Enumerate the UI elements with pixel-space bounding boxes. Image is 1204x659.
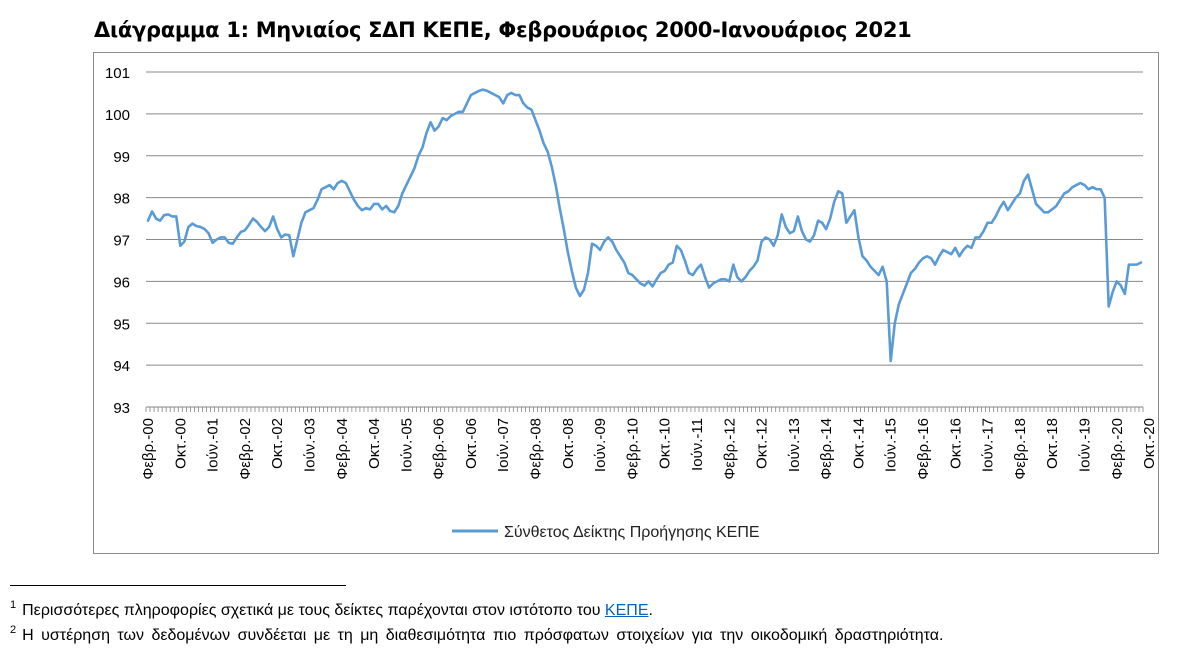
x-tick-label: Οκτ.-20 [1141, 418, 1158, 469]
chart-frame [93, 52, 1159, 554]
footnote-1: 1 Περισσότερες πληροφορίες σχετικά με του… [10, 599, 653, 620]
legend-label: Σύνθετος Δείκτης Προήγησης ΚΕΠΕ [504, 524, 760, 541]
x-tick-label: Οκτ.-04 [366, 418, 383, 469]
footnote-1-mark: 1 [10, 599, 17, 611]
x-tick-label: Οκτ.-12 [754, 418, 771, 469]
footnote-1-text: Περισσότερες πληροφορίες σχετικά με τους… [22, 602, 605, 619]
x-tick-label: Φεβρ.-06 [431, 418, 448, 480]
x-tick-label: Φεβρ.-00 [140, 418, 157, 480]
y-tick-label: 101 [105, 65, 130, 82]
x-tick-label: Οκτ.-18 [1044, 418, 1061, 469]
x-tick-label: Φεβρ.-14 [818, 418, 835, 480]
x-tick-label: Φεβρ.-18 [1012, 418, 1029, 480]
x-tick-label: Οκτ.-00 [172, 418, 189, 469]
x-tick-label: Ιούν.-19 [1076, 418, 1093, 472]
x-tick-label: Φεβρ.-02 [237, 418, 254, 480]
footnote-2-text: Η υστέρηση των δεδομένων συνδέεται με τη… [22, 627, 944, 644]
y-tick-label: 93 [113, 400, 130, 417]
y-tick-label: 94 [113, 358, 130, 375]
y-tick-label: 99 [113, 149, 130, 166]
footnote-separator [10, 585, 346, 586]
x-tick-label: Ιούν.-15 [883, 418, 900, 472]
series-line [146, 88, 1143, 363]
x-tick-label: Φεβρ.-08 [528, 418, 545, 480]
x-tick-label: Φεβρ.-04 [334, 418, 351, 480]
x-tick-label: Ιούν.-09 [592, 418, 609, 472]
x-tick-label: Οκτ.-06 [463, 418, 480, 469]
x-tick-label: Φεβρ.-20 [1109, 418, 1126, 480]
footnote-2: 2 Η υστέρηση των δεδομένων συνδέεται με τ… [10, 624, 944, 645]
x-tick-label: Οκτ.-10 [657, 418, 674, 469]
x-tick-label: Ιούν.-07 [495, 418, 512, 472]
x-tick-label: Ιούν.-01 [205, 418, 222, 472]
y-tick-label: 95 [113, 316, 130, 333]
x-tick-label: Ιούν.-11 [689, 418, 706, 471]
footnote-2-mark: 2 [10, 624, 17, 636]
x-tick-label: Ιούν.-17 [980, 418, 997, 472]
x-tick-label: Οκτ.-02 [269, 418, 286, 469]
y-tick-label: 96 [113, 274, 130, 291]
x-tick-label: Ιούν.-05 [398, 418, 415, 472]
y-tick-label: 98 [113, 191, 130, 208]
footnote-1-after: . [648, 602, 653, 619]
y-tick-label: 97 [113, 233, 130, 250]
kepe-link[interactable]: ΚΕΠΕ [604, 602, 649, 619]
x-tick-label: Οκτ.-16 [947, 418, 964, 469]
x-tick-label: Οκτ.-08 [560, 418, 577, 469]
x-tick-label: Φεβρ.-16 [915, 418, 932, 480]
x-tick-label: Οκτ.-14 [850, 418, 867, 469]
x-tick-label: Φεβρ.-10 [624, 418, 641, 480]
y-tick-label: 100 [105, 107, 130, 124]
x-tick-label: Φεβρ.-12 [721, 418, 738, 480]
figure-title: Διάγραμμα 1: Μηνιαίος ΣΔΠ ΚΕΠΕ, Φεβρουάρ… [94, 18, 912, 42]
x-tick-label: Ιούν.-03 [301, 418, 318, 472]
x-tick-label: Ιούν.-13 [786, 418, 803, 472]
